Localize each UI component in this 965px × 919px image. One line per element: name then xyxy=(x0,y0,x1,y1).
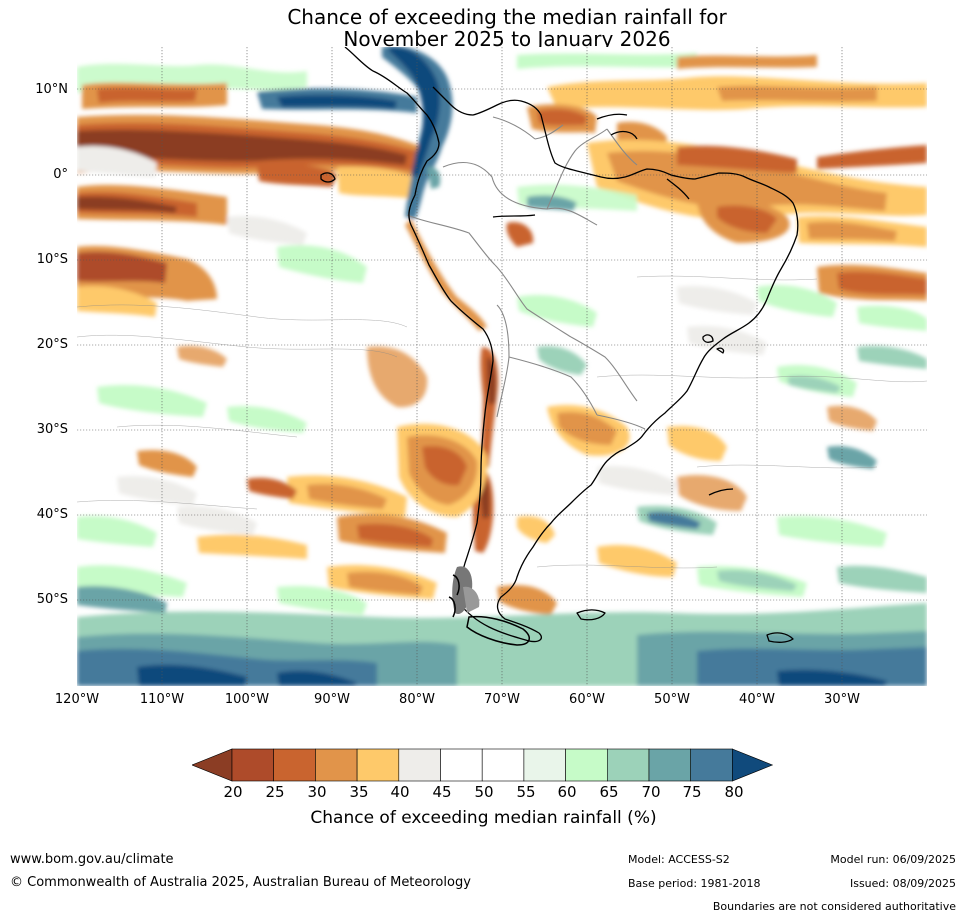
footer-model-run: Model run: 06/09/2025 xyxy=(830,853,956,866)
map-title-line1: Chance of exceeding the median rainfall … xyxy=(287,5,727,29)
colorbar-tick-35: 35 xyxy=(349,783,369,801)
lat-label-10s: 10°S xyxy=(36,252,68,267)
lon-label-80w: 80°W xyxy=(399,692,435,707)
footer-copyright: © Commonwealth of Australia 2025, Austra… xyxy=(10,875,471,890)
colorbar xyxy=(192,748,774,782)
colorbar-segment-45 xyxy=(440,748,483,782)
lat-label-30s: 30°S xyxy=(36,422,68,437)
colorbar-tick-45: 45 xyxy=(432,783,452,801)
lon-label-90w: 90°W xyxy=(314,692,350,707)
colorbar-tick-55: 55 xyxy=(516,783,536,801)
colorbar-tick-20: 20 xyxy=(223,783,243,801)
lon-label-110w: 110°W xyxy=(139,692,185,707)
footer-model: Model: ACCESS-S2 xyxy=(628,853,730,866)
lat-label-0: 0° xyxy=(53,167,68,182)
colorbar-segment-60 xyxy=(565,748,608,782)
footer-disclaimer: Boundaries are not considered authoritat… xyxy=(712,900,956,913)
country-borders xyxy=(406,116,646,430)
lon-label-40w: 40°W xyxy=(739,692,775,707)
anomaly-field xyxy=(77,47,927,686)
colorbar-segment-65 xyxy=(606,748,650,782)
lon-label-70w: 70°W xyxy=(484,692,520,707)
colorbar-arrow-high xyxy=(732,748,774,782)
lon-label-100w: 100°W xyxy=(224,692,270,707)
colorbar-segment-20 xyxy=(231,748,275,782)
colorbar-segment-40 xyxy=(398,748,441,782)
colorbar-tick-40: 40 xyxy=(390,783,410,801)
map-title-line2: November 2025 to January 2026 xyxy=(343,27,671,51)
colorbar-tick-60: 60 xyxy=(557,783,577,801)
rainfall-map xyxy=(77,47,927,686)
colorbar-segment-75 xyxy=(690,748,733,782)
lat-label-20s: 20°S xyxy=(36,337,68,352)
lon-label-30w: 30°W xyxy=(824,692,860,707)
colorbar-segment-25 xyxy=(273,748,316,782)
lat-label-10n: 10°N xyxy=(35,82,68,97)
colorbar-segment-35 xyxy=(356,748,400,782)
footer-base-period: Base period: 1981-2018 xyxy=(628,877,761,890)
colorbar-tick-65: 65 xyxy=(599,783,619,801)
colorbar-tick-70: 70 xyxy=(641,783,661,801)
contour-lines xyxy=(77,275,927,569)
gridlines xyxy=(77,47,927,686)
lon-label-60w: 60°W xyxy=(569,692,605,707)
lat-label-50s: 50°S xyxy=(36,592,68,607)
lon-label-120w: 120°W xyxy=(54,692,100,707)
colorbar-arrow-low xyxy=(192,748,233,782)
colorbar-segment-30 xyxy=(315,748,358,782)
footer-website-url: www.bom.gov.au/climate xyxy=(10,852,174,867)
colorbar-segment-50 xyxy=(481,748,525,782)
colorbar-tick-80: 80 xyxy=(724,783,744,801)
colorbar-tick-50: 50 xyxy=(474,783,494,801)
colorbar-segment-70 xyxy=(648,748,692,782)
tierra-del-fuego-archipelago xyxy=(448,566,530,646)
colorbar-tick-25: 25 xyxy=(265,783,285,801)
footer-issued-date: Issued: 08/09/2025 xyxy=(849,877,956,890)
colorbar-segment-55 xyxy=(523,748,566,782)
colorbar-label: Chance of exceeding median rainfall (%) xyxy=(310,808,657,828)
lat-label-40s: 40°S xyxy=(36,507,68,522)
colorbar-tick-30: 30 xyxy=(307,783,327,801)
colorbar-tick-75: 75 xyxy=(682,783,702,801)
lon-label-50w: 50°W xyxy=(654,692,690,707)
